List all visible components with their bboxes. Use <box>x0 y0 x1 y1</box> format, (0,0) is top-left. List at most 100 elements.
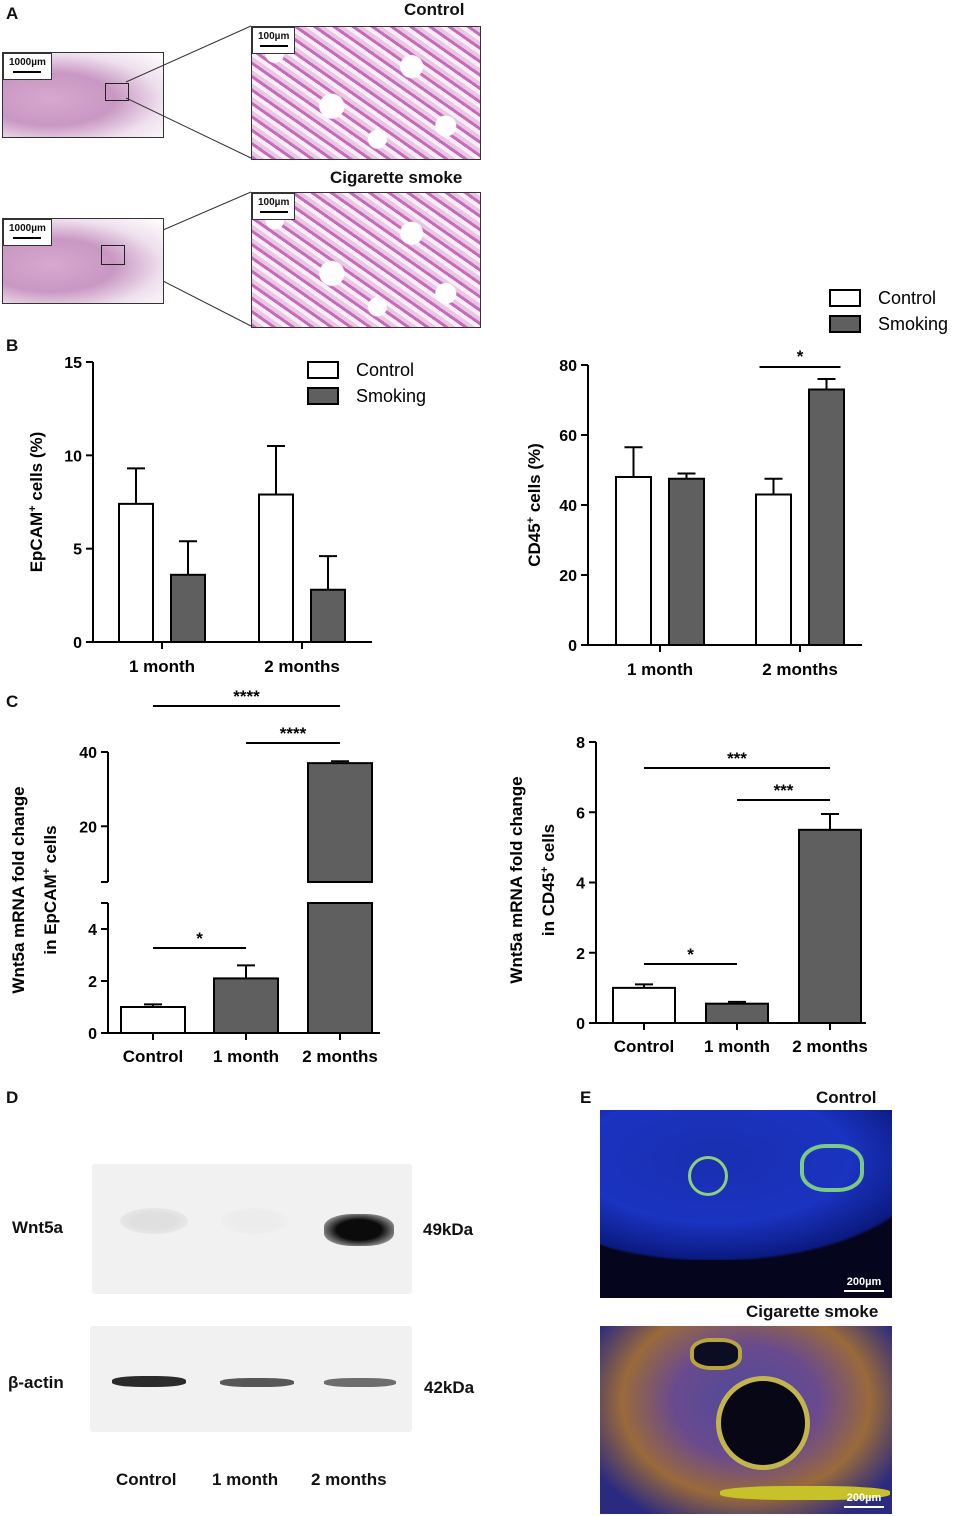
scale-bar-label: 1000µm <box>9 223 46 234</box>
bar <box>307 902 373 1034</box>
bar-control <box>258 493 294 643</box>
actin-kda: 42kDa <box>424 1378 475 1397</box>
wnt5a-blot <box>92 1164 412 1294</box>
y-tick-label: 2 <box>88 974 97 991</box>
scale-bar-label: 100µm <box>258 31 290 42</box>
y-tick-label: 6 <box>576 805 585 822</box>
y-tick-label: 10 <box>64 448 82 465</box>
y-axis-label: Wnt5a mRNA fold change <box>507 776 526 983</box>
control-highmag-image: 100µm <box>251 26 481 160</box>
actin-blot <box>90 1326 412 1432</box>
chart-cd45-cells: 0 20 40 60 80 1 month 2 months * Control Smoking C… <box>525 288 948 679</box>
actin-label: β-actin <box>8 1373 64 1392</box>
panel-e-smoke-label: Cigarette smoke <box>746 1302 879 1321</box>
wnt5a-label: Wnt5a <box>12 1218 63 1237</box>
blot-band <box>324 1214 394 1246</box>
panel-d-letter: D <box>6 1088 19 1107</box>
legend-label-control: Control <box>356 360 414 380</box>
chart-epcam-cells: 0 5 10 15 1 month 2 months Control Smoking EpCAM… <box>27 355 426 676</box>
significance-label: **** <box>280 724 307 743</box>
y-tick-label: 5 <box>73 542 82 559</box>
y-tick-label: 8 <box>576 735 585 752</box>
bar <box>307 762 373 883</box>
bar <box>705 1002 769 1024</box>
significance-label: * <box>196 929 203 948</box>
bar <box>213 977 279 1034</box>
y-axis-label: Wnt5a mRNA fold change <box>9 786 28 993</box>
y-tick-label: 40 <box>79 745 97 762</box>
fluor-scale-label: 200µm <box>846 1276 882 1288</box>
bar-smoking <box>808 388 845 646</box>
x-tick-label: 1 month <box>627 660 693 679</box>
significance-label: * <box>797 347 804 366</box>
significance-label: * <box>687 945 694 964</box>
y-axis-label: in CD45+ cells <box>539 824 558 936</box>
x-tick-label: 1 month <box>213 1047 279 1066</box>
scale-bar-label: 100µm <box>258 197 290 208</box>
x-tick-label: Control <box>123 1047 183 1066</box>
panel-e-letter: E <box>580 1088 592 1107</box>
smoke-lowmag-image: 1000µm <box>2 218 164 304</box>
y-tick-label: 60 <box>559 428 577 445</box>
smoke-highmag-image: 100µm <box>251 192 481 328</box>
bar-control <box>118 502 154 643</box>
legend-label-control: Control <box>878 288 936 308</box>
x-tick-label: 1 month <box>704 1037 770 1056</box>
y-tick-label: 0 <box>568 638 577 655</box>
significance-label: **** <box>233 687 260 706</box>
blot-band <box>324 1378 396 1387</box>
x-tick-label: 2 months <box>792 1037 868 1056</box>
panel-b-letter: B <box>6 336 19 355</box>
scale-bar-label: 1000µm <box>9 57 46 68</box>
y-tick-label: 80 <box>559 358 577 375</box>
panel-c-letter: C <box>6 692 19 711</box>
legend-swatch-smoking <box>829 315 861 333</box>
significance-label: *** <box>727 749 747 768</box>
blot-band <box>220 1208 288 1234</box>
panel-a-smoke-label: Cigarette smoke <box>330 168 463 187</box>
bar-smoking <box>310 588 346 644</box>
fluor-scale-bar: 200µm <box>844 1276 884 1292</box>
x-tick-label: 2 months <box>302 1047 378 1066</box>
zoom-box <box>105 83 129 101</box>
fluor-scale-bar: 200µm <box>844 1492 884 1508</box>
panel-a-letter: A <box>6 4 19 23</box>
y-axis-label: EpCAM+ cells (%) <box>27 432 46 573</box>
y-tick-label: 2 <box>576 946 585 963</box>
y-tick-label: 4 <box>576 876 585 893</box>
legend-label-smoking: Smoking <box>878 314 948 334</box>
blot-band <box>120 1208 188 1234</box>
control-lowmag-image: 1000µm <box>2 52 164 138</box>
blot-band <box>112 1376 186 1387</box>
scale-bar-100: 100µm <box>252 27 296 54</box>
legend-swatch-control <box>307 361 339 379</box>
bar-control <box>755 493 792 646</box>
lane-label-2-months: 2 months <box>311 1470 387 1489</box>
lane-label-control: Control <box>116 1470 177 1489</box>
x-tick-label: Control <box>614 1037 674 1056</box>
scale-bar-1000: 1000µm <box>3 219 52 246</box>
bar <box>120 1006 186 1034</box>
lane-label-1-month: 1 month <box>212 1470 279 1489</box>
y-tick-label: 0 <box>88 1026 97 1043</box>
wnt5a-kda: 49kDa <box>423 1220 474 1239</box>
y-tick-label: 20 <box>559 568 577 585</box>
y-axis-label: CD45+ cells (%) <box>525 443 544 567</box>
y-tick-label: 40 <box>559 498 577 515</box>
scale-bar-1000: 1000µm <box>3 53 52 80</box>
bar-control <box>615 476 652 646</box>
y-tick-label: 0 <box>73 635 82 652</box>
panel-a-control-label: Control <box>404 0 465 19</box>
y-tick-label: 0 <box>576 1016 585 1033</box>
x-tick-label: 2 months <box>264 657 340 676</box>
bar-smoking <box>170 573 206 643</box>
legend-swatch-control <box>829 289 861 307</box>
x-tick-label: 2 months <box>762 660 838 679</box>
zoom-box <box>101 245 125 265</box>
smoke-fluorescence-image: 200µm <box>600 1326 892 1514</box>
bar-smoking <box>668 477 705 646</box>
scale-bar-100: 100µm <box>252 193 296 220</box>
y-tick-label: 20 <box>79 819 97 836</box>
